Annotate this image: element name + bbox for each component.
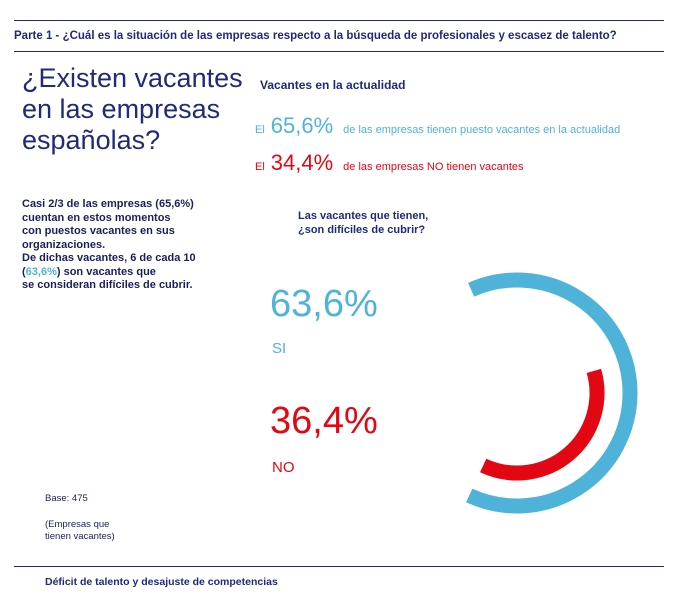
summary-line: cuentan en estos momentos	[22, 211, 171, 224]
chart-question: Las vacantes que tienen, ¿son difíciles …	[298, 209, 488, 237]
footer-rule	[14, 566, 664, 567]
si-label: SI	[272, 340, 287, 357]
summary-rest: ) son vacantes que	[56, 265, 156, 278]
top-rule	[14, 20, 664, 21]
summary-line: organizaciones.	[22, 238, 106, 251]
question-line-2: ¿son difíciles de cubrir?	[298, 224, 426, 236]
stat-prefix: El	[255, 161, 265, 173]
base-note: (Empresas que tienen vacantes)	[45, 519, 115, 543]
summary-line: con puestos vacantes en sus	[22, 225, 175, 237]
highlight-percent: 63,6%	[25, 265, 57, 278]
summary-line: (63,6%) son vacantes que	[22, 266, 247, 280]
page-title: ¿Existen vacantes en las empresas españo…	[22, 63, 243, 156]
title-line-3: españolas?	[22, 125, 161, 155]
base-note-line-2: tienen vacantes)	[45, 531, 115, 542]
no-percent: 36,4%	[270, 400, 378, 442]
base-note-line-1: (Empresas que	[45, 519, 110, 530]
summary-line: se consideran difíciles de cubrir.	[22, 279, 193, 291]
stat-row-with-vacancies: El 65,6% de las empresas tienen puesto v…	[255, 113, 620, 139]
summary-line: De dichas vacantes, 6 de cada 10	[22, 252, 196, 264]
section-header: Parte 1 - ¿Cuál es la situación de las e…	[14, 30, 617, 42]
base-label: Base: 475	[45, 493, 88, 504]
stat-value: 65,6%	[270, 113, 334, 138]
stat-row-without-vacancies: El 34,4% de las empresas NO tienen vacan…	[255, 150, 524, 176]
question-line-1: Las vacantes que tienen,	[298, 210, 429, 222]
si-percent: 63,6%	[270, 283, 378, 325]
paren-open: (	[22, 265, 26, 278]
summary-line: Casi 2/3 de las empresas (65,6%)	[22, 198, 194, 210]
arc-no	[480, 368, 605, 481]
stat-prefix: El	[255, 124, 265, 136]
arc-si	[466, 272, 638, 514]
no-label: NO	[272, 459, 295, 476]
stat-value: 34,4%	[270, 150, 334, 175]
stat-text: de las empresas tienen puesto vacantes e…	[343, 124, 621, 136]
title-line-1: ¿Existen vacantes	[22, 63, 243, 93]
footer-title: Déficit de talento y desajuste de compet…	[45, 576, 278, 588]
summary-paragraph: Casi 2/3 de las empresas (65,6%) cuentan…	[22, 198, 247, 293]
header-rule	[14, 51, 664, 52]
title-line-2: en las empresas	[22, 94, 221, 124]
stat-text: de las empresas NO tienen vacantes	[343, 161, 524, 173]
current-vacancies-heading: Vacantes en la actualidad	[260, 78, 406, 92]
